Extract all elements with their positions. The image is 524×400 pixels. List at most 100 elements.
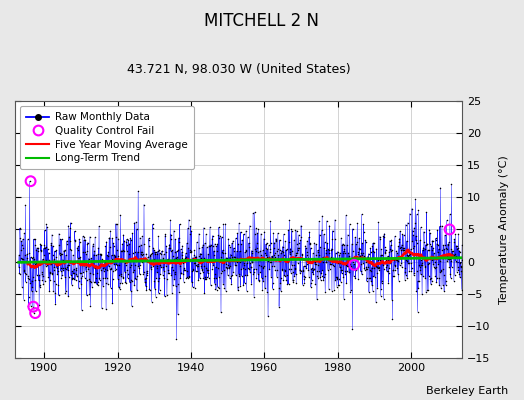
Point (422, 209, 431, 215)
Point (215, 224, 223, 231)
Point (58, 236, 66, 242)
Point (345, 269, 353, 275)
Point (139, 255, 147, 262)
Point (231, 254, 239, 260)
Point (87, 255, 95, 262)
Point (181, 256, 189, 262)
Point (31, 288, 40, 294)
Point (199, 242, 207, 248)
Point (441, 278, 450, 284)
Point (34, 259, 42, 266)
Point (53, 267, 62, 274)
Point (217, 268, 226, 274)
Point (441, 242, 450, 248)
Point (122, 262, 130, 268)
Point (442, 244, 451, 251)
Point (322, 250, 330, 256)
Point (214, 232, 222, 238)
Point (239, 231, 248, 237)
Point (219, 250, 227, 257)
Point (423, 287, 431, 293)
Point (370, 265, 378, 272)
Point (364, 257, 372, 263)
Point (92, 263, 100, 269)
Point (111, 267, 119, 273)
Point (15, 264, 23, 270)
Point (273, 266, 281, 273)
Point (243, 272, 252, 278)
Point (308, 276, 316, 283)
Point (157, 250, 166, 257)
Point (184, 274, 193, 280)
Point (433, 249, 442, 256)
Point (353, 220, 362, 226)
Point (71, 237, 80, 243)
Point (373, 264, 381, 270)
Point (316, 256, 325, 262)
Point (322, 247, 330, 254)
Point (51, 290, 59, 296)
Point (221, 220, 230, 227)
Point (85, 278, 94, 285)
Point (93, 282, 102, 288)
Point (450, 252, 458, 258)
Point (104, 258, 113, 264)
Point (225, 263, 233, 270)
Point (109, 268, 117, 274)
Point (337, 235, 345, 241)
Point (451, 251, 460, 258)
Point (183, 267, 191, 274)
Point (353, 239, 361, 245)
Point (342, 280, 351, 286)
Point (356, 252, 364, 259)
Point (220, 284, 228, 291)
Point (303, 249, 311, 255)
Point (167, 231, 175, 238)
Point (292, 280, 300, 286)
Point (274, 252, 282, 258)
Point (334, 248, 342, 255)
Point (367, 267, 376, 274)
Point (161, 231, 170, 237)
Point (437, 268, 445, 274)
Point (320, 231, 328, 238)
Point (231, 257, 239, 264)
Point (445, 256, 453, 263)
Point (257, 262, 266, 269)
Point (186, 223, 194, 229)
Point (322, 259, 331, 266)
Point (43, 260, 51, 266)
Point (340, 246, 348, 252)
Point (290, 265, 299, 271)
Point (285, 281, 293, 287)
Point (22, 271, 30, 277)
Point (379, 262, 387, 268)
Point (100, 268, 108, 274)
Point (387, 248, 395, 254)
Point (252, 274, 260, 281)
Point (312, 241, 320, 248)
Point (440, 246, 449, 252)
Point (335, 276, 343, 282)
Point (163, 276, 171, 282)
Point (59, 267, 67, 273)
Point (220, 260, 228, 267)
Point (378, 252, 386, 258)
Point (308, 269, 316, 276)
Point (125, 257, 133, 263)
Point (66, 238, 74, 244)
Point (223, 254, 231, 261)
Point (64, 262, 72, 268)
Point (215, 284, 224, 291)
Point (277, 275, 286, 281)
Point (204, 251, 212, 258)
Point (170, 269, 179, 276)
Point (152, 249, 160, 256)
Point (171, 283, 180, 290)
Point (401, 264, 409, 271)
Point (408, 238, 417, 244)
Point (74, 243, 82, 250)
Point (199, 268, 207, 275)
Point (26, 178, 34, 184)
Point (102, 238, 111, 245)
